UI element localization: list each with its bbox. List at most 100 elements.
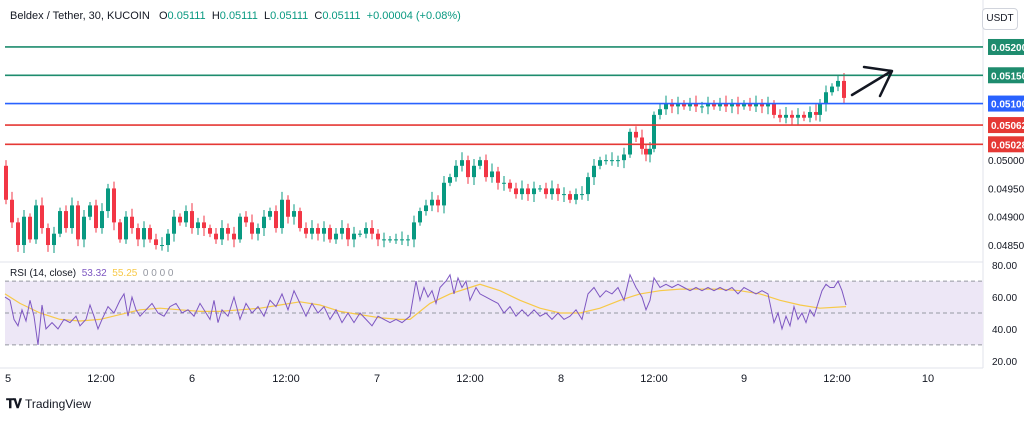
candle-body [124,216,128,240]
time-tick-label: 9 [741,373,747,385]
candle-body [562,194,566,196]
candle-body [460,160,464,166]
symbol-title[interactable]: Beldex / Tether, 30, KUCOIN [10,10,150,22]
price-tick-label: 0.04850 [988,241,1024,252]
open-value: 0.05111 [167,10,206,22]
low-label: L [264,10,271,22]
candle-body [526,188,530,195]
candle-body [484,160,488,178]
low-value: 0.05111 [270,10,309,22]
rsi-value: 53.32 [81,268,107,279]
candle-body [412,222,416,240]
level-price-label: 0.05028 [991,140,1024,151]
candle-body [796,114,800,118]
candle-body [760,103,764,107]
close-label: C [314,10,323,22]
candle-body [754,103,758,107]
candle-body [34,205,38,240]
currency-button[interactable]: USDT [982,8,1018,30]
rsi-tick-label: 20.00 [992,357,1017,368]
candle-body [226,228,230,234]
candle-body [644,148,648,155]
candle-body [100,211,104,229]
candle-body [706,103,710,107]
candle-body [508,182,512,189]
candle-body [376,233,380,240]
time-tick-label: 10 [922,373,934,385]
candle-body [220,228,224,240]
candle-body [22,216,26,246]
candle-body [4,165,8,200]
candle-body [718,103,722,107]
candle-body [628,131,632,155]
candle-body [274,211,278,229]
candle-body [64,211,68,229]
candle-body [574,194,578,200]
time-tick-label: 7 [374,373,380,385]
level-price-tag [988,136,1024,153]
candle-body [46,228,50,246]
candle-body [514,188,518,195]
candle-body [142,228,146,240]
candle-body [304,228,308,234]
candle-body [136,228,140,240]
candle-body [88,205,92,217]
level-price-label: 0.05062 [991,121,1024,132]
candle-body [76,205,80,240]
candle-body [556,188,560,195]
candle-body [550,188,554,195]
candle-body [640,137,644,149]
time-tick-label: 12:00 [823,373,851,385]
candle-body [736,103,740,107]
candle-body [358,233,362,235]
candle-body [472,165,476,178]
rsi-ma-line [4,283,847,322]
candle-body [824,92,828,104]
candle-body [166,233,170,246]
candles-group [4,73,846,253]
brand-name: TradingView [25,397,92,411]
candle-body [772,103,776,115]
candle-body [232,233,236,240]
candle-body [334,233,338,240]
candle-body [676,103,680,107]
time-tick-label: 12:00 [272,373,300,385]
candle-body [604,160,608,162]
rsi-title[interactable]: RSI (14, close) [10,268,77,279]
candle-body [364,228,368,234]
candle-body [250,222,254,234]
candle-body [238,216,242,240]
candle-body [682,103,686,107]
candle-body [748,103,752,107]
time-tick-label: 8 [558,373,564,385]
candle-body [502,182,506,184]
rsi-legend: RSI (14, close) 53.32 55.25 0 0 0 0 [10,268,173,279]
candle-body [724,103,728,107]
time-tick-label: 6 [189,373,195,385]
candle-body [802,114,806,118]
price-tick-label: 0.05000 [988,156,1024,167]
rsi-extra-2: 0 [159,268,166,279]
tradingview-logo[interactable]: 𝐓𝐕 TradingView [6,396,91,412]
candle-body [112,188,116,223]
rsi-extra-1: 0 [151,268,157,279]
candle-body [652,114,656,149]
candle-body [106,188,110,212]
candle-body [712,103,716,107]
candle-body [40,205,44,229]
candle-body [790,114,794,118]
candle-body [784,114,788,118]
candle-body [670,103,674,107]
candle-body [130,216,134,229]
candle-body [496,171,500,183]
candle-body [256,228,260,234]
rsi-extra-0: 0 [142,268,149,279]
rsi-tick-label: 60.00 [992,293,1017,304]
candle-body [580,194,584,196]
time-tick-label: 12:00 [87,373,115,385]
candle-body [172,216,176,234]
change-value: +0.00004 (+0.08%) [366,10,461,22]
candle-body [742,103,746,107]
